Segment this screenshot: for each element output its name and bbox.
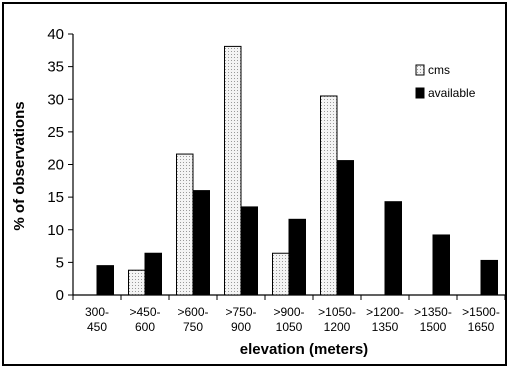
- bar-available: [480, 259, 498, 296]
- legend-label-cms: cms: [428, 63, 450, 77]
- y-tick-label: 15: [47, 189, 64, 206]
- bar-available: [432, 234, 450, 296]
- bar-available: [240, 206, 258, 296]
- x-axis: 300-450 >450-600 >600-750 >750-900 >900-1050…: [72, 294, 506, 334]
- x-tick-label-line: >1200-: [366, 305, 404, 319]
- y-axis: 0 5 10 15 20 25 30 35 40: [47, 26, 74, 304]
- x-tick-label-line: 1200: [324, 320, 351, 334]
- y-tick-label: 35: [47, 59, 64, 76]
- x-tick-label: >1050-1200: [318, 305, 356, 334]
- legend: cms available: [415, 63, 476, 100]
- x-tick-label-line: 900: [231, 320, 251, 334]
- x-tick-label: >1200-1350: [366, 305, 404, 334]
- y-tick-label: 5: [56, 254, 64, 271]
- bar-cms: [128, 269, 146, 296]
- y-tick-label: 30: [47, 91, 64, 108]
- legend-swatch-cms: [415, 64, 425, 76]
- x-tick-label-line: >450-: [129, 305, 160, 319]
- x-tick-label-line: >900-: [273, 305, 304, 319]
- legend-label-available: available: [428, 86, 476, 100]
- x-tick-label: >1500-1650: [462, 305, 500, 334]
- x-tick-label: >900-1050: [273, 305, 304, 334]
- bar-available: [336, 160, 354, 296]
- x-tick-label-line: 1650: [468, 320, 495, 334]
- bar-available: [96, 265, 114, 296]
- x-tick-label-line: 300-: [85, 305, 109, 319]
- bar-available: [144, 252, 162, 296]
- y-tick-label: 20: [47, 157, 64, 174]
- x-tick-label: >450-600: [129, 305, 160, 334]
- x-tick-label-line: >600-: [177, 305, 208, 319]
- x-tick-label-line: >750-: [225, 305, 256, 319]
- bar-available: [288, 218, 306, 296]
- legend-swatch-available: [415, 87, 425, 99]
- x-tick-label: >600-750: [177, 305, 208, 334]
- x-tick-label-line: 450: [87, 320, 107, 334]
- bar-available: [192, 190, 210, 296]
- x-tick-label-line: >1500-: [462, 305, 500, 319]
- x-tick-label: 300-450: [85, 305, 109, 334]
- x-tick-label-line: 600: [135, 320, 155, 334]
- x-tick-label: >1350-1500: [414, 305, 452, 334]
- chart-frame: [2, 2, 507, 366]
- bar-cms: [176, 153, 194, 296]
- y-axis-title: % of observations: [11, 101, 28, 230]
- y-tick-label: 10: [47, 222, 64, 239]
- x-tick-label: >750-900: [225, 305, 256, 334]
- bar-cms: [272, 252, 290, 296]
- x-tick-label-line: 1350: [372, 320, 399, 334]
- bar-available: [384, 201, 402, 296]
- y-tick-label: 40: [47, 26, 64, 43]
- x-tick-label-line: >1050-: [318, 305, 356, 319]
- bar-cms: [224, 45, 242, 296]
- x-axis-title: elevation (meters): [240, 341, 368, 358]
- bars: [96, 45, 498, 296]
- x-tick-label-line: 750: [183, 320, 203, 334]
- bar-cms: [320, 95, 338, 296]
- x-tick-label-line: 1050: [276, 320, 303, 334]
- y-tick-label: 0: [56, 287, 64, 304]
- x-tick-label-line: >1350-: [414, 305, 452, 319]
- x-tick-label-line: 1500: [420, 320, 447, 334]
- y-tick-label: 25: [47, 124, 64, 141]
